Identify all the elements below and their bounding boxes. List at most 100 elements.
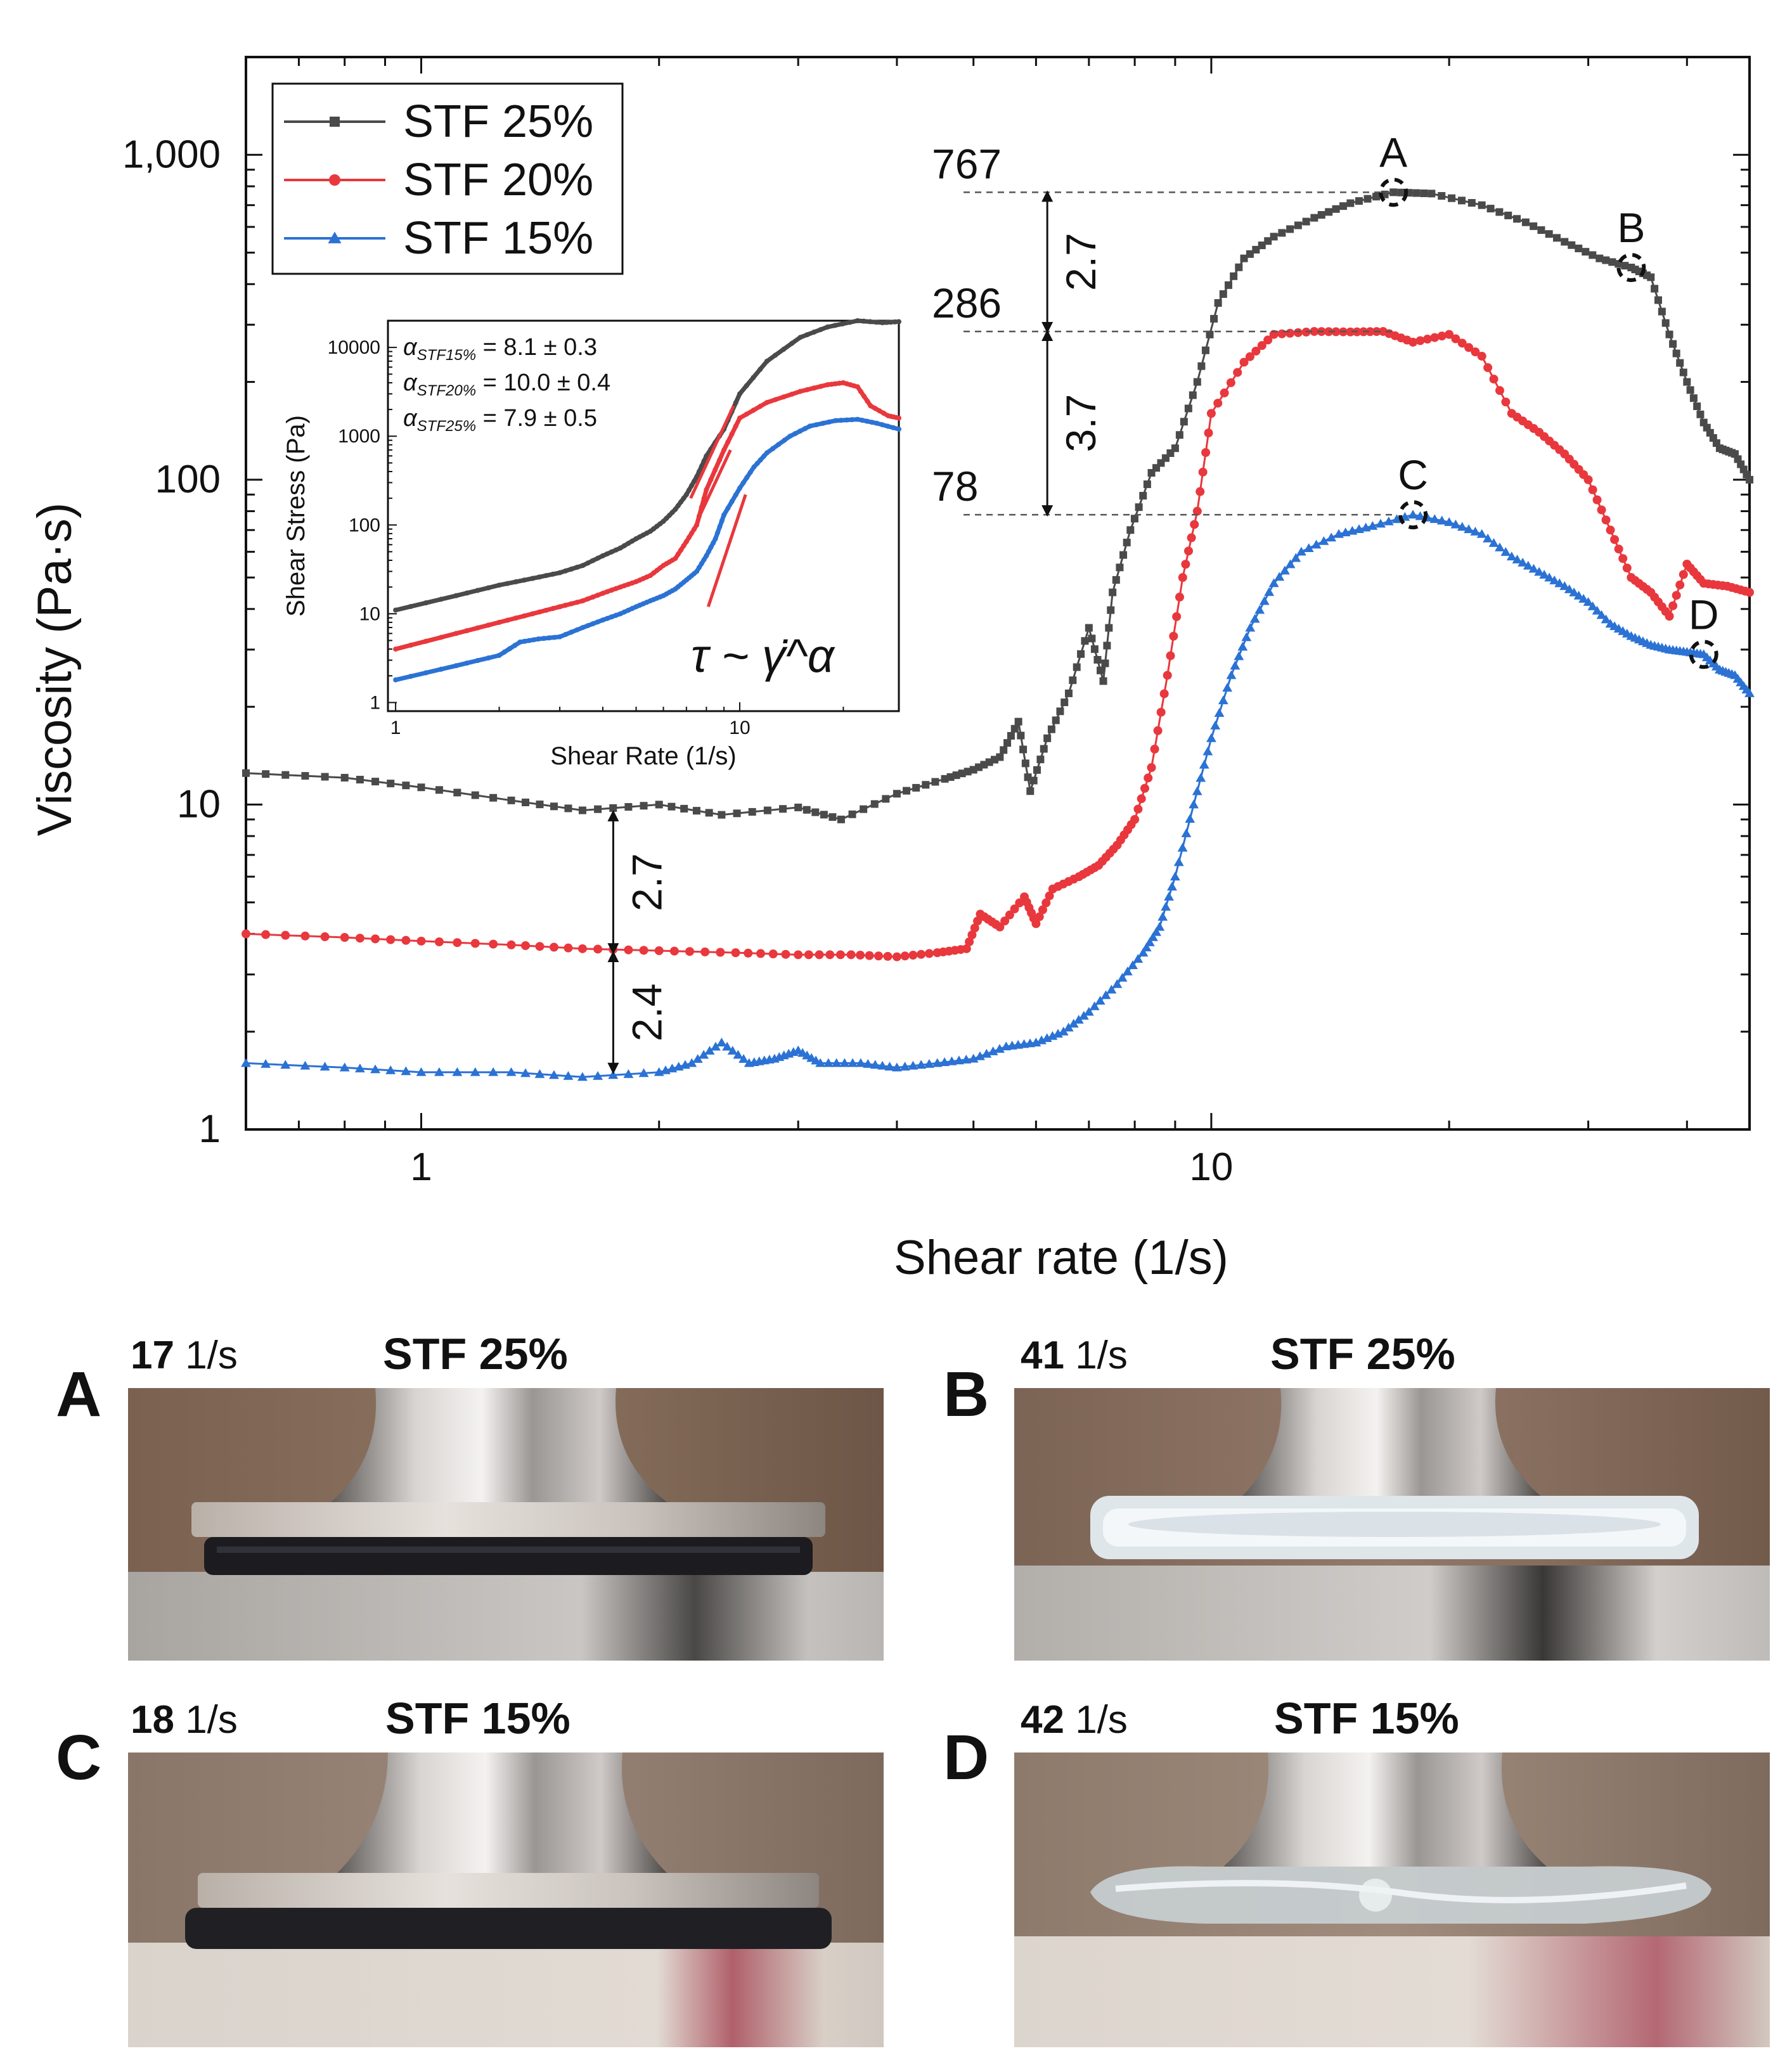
data-point <box>1331 327 1341 337</box>
data-point <box>434 937 444 947</box>
data-point <box>1047 1031 1058 1040</box>
data-point <box>489 794 498 802</box>
inset-x-tick-label: 10 <box>729 717 750 738</box>
rate-unit: 1/s <box>1075 1698 1128 1742</box>
inset-data-point <box>521 613 527 619</box>
data-point <box>1528 563 1539 573</box>
inset-data-point <box>600 553 605 558</box>
data-point <box>1036 1035 1047 1045</box>
data-point <box>924 1058 934 1068</box>
data-point <box>1157 911 1168 921</box>
data-point <box>1103 641 1111 650</box>
data-point <box>624 803 633 811</box>
data-point <box>1181 828 1192 837</box>
data-point <box>1245 352 1254 361</box>
panel-letter: A <box>56 1359 102 1430</box>
data-point <box>1117 972 1128 982</box>
data-point <box>1156 707 1166 717</box>
data-point <box>1665 330 1673 338</box>
panel-a: A 17 1/s STF 25% <box>0 1325 900 1680</box>
data-point <box>402 781 410 790</box>
data-point <box>1107 606 1115 614</box>
data-point <box>609 804 617 812</box>
data-point <box>870 1060 880 1069</box>
data-point <box>1415 336 1425 345</box>
data-point <box>680 804 688 813</box>
data-point <box>329 174 340 186</box>
main-plot: 1 10 1 10 100 1,000 Shear rate (1/s) Viscosity … <box>28 56 1755 1285</box>
inset-data-point <box>773 397 778 402</box>
inset-data-point <box>708 477 714 482</box>
data-point <box>669 946 679 956</box>
data-point <box>1085 624 1093 632</box>
inset-data-point <box>585 596 591 601</box>
data-point <box>794 803 803 811</box>
rheometer-photo-c <box>128 1753 884 2047</box>
inset-data-point <box>590 594 596 600</box>
inset-data-point <box>717 524 723 530</box>
data-point <box>1278 229 1286 237</box>
x-tick-label: 1 <box>410 1145 432 1189</box>
data-point <box>577 1072 588 1081</box>
data-point <box>667 802 676 811</box>
inset-data-point <box>569 629 574 635</box>
data-point <box>967 930 977 940</box>
data-point <box>1052 716 1060 724</box>
inset-data-point <box>536 574 542 580</box>
inset-data-point <box>580 625 586 631</box>
data-point <box>848 1058 858 1067</box>
data-point <box>1143 480 1151 489</box>
inset-data-point <box>858 389 863 394</box>
data-point <box>781 949 790 959</box>
data-point <box>1346 199 1355 207</box>
data-point <box>638 1068 649 1077</box>
data-point <box>1420 189 1428 197</box>
data-point <box>1429 514 1440 524</box>
rate-value: 42 <box>1021 1698 1064 1742</box>
data-point <box>321 773 329 781</box>
inset-data-point <box>869 420 875 425</box>
data-point <box>1133 804 1143 814</box>
data-point <box>1412 189 1421 197</box>
data-point <box>733 809 741 818</box>
data-point <box>1745 588 1754 597</box>
photo-c <box>128 1753 884 2047</box>
data-point <box>1658 307 1666 316</box>
data-point <box>1683 378 1691 386</box>
inset-data-point <box>393 646 399 652</box>
data-point <box>1045 891 1054 901</box>
data-point <box>536 801 544 809</box>
data-point <box>828 813 837 821</box>
data-point <box>1003 739 1012 747</box>
data-point <box>811 808 820 816</box>
alpha-annotation: αSTF20% = 10.0 ± 0.4 <box>403 370 610 399</box>
data-point <box>1130 515 1138 523</box>
data-point <box>863 1058 873 1068</box>
data-point <box>1257 341 1267 351</box>
data-point <box>1226 378 1235 387</box>
data-point <box>1237 641 1248 651</box>
inset-data-point <box>496 619 502 625</box>
data-point <box>262 770 270 778</box>
data-point <box>1523 560 1533 570</box>
data-point <box>1226 670 1237 679</box>
data-point <box>995 922 1005 932</box>
data-point <box>1026 787 1035 795</box>
inset-data-point <box>833 418 839 423</box>
data-point <box>1230 272 1238 280</box>
data-point <box>1415 511 1426 520</box>
level-label: 78 <box>932 463 978 510</box>
inset-y-tick-label: 10000 <box>328 337 380 358</box>
panel-title: STF 15% <box>385 1694 570 1743</box>
inset-data-point <box>737 486 742 491</box>
y-tick-label: 10 <box>177 782 221 826</box>
data-point <box>1310 214 1318 222</box>
inset-data-point <box>686 534 692 540</box>
data-point <box>1100 990 1111 1000</box>
data-point <box>1235 263 1243 271</box>
data-point <box>1119 551 1128 559</box>
data-point <box>1189 799 1199 809</box>
data-point <box>1190 520 1199 529</box>
series-group <box>241 188 1755 1081</box>
data-point <box>1661 319 1670 327</box>
